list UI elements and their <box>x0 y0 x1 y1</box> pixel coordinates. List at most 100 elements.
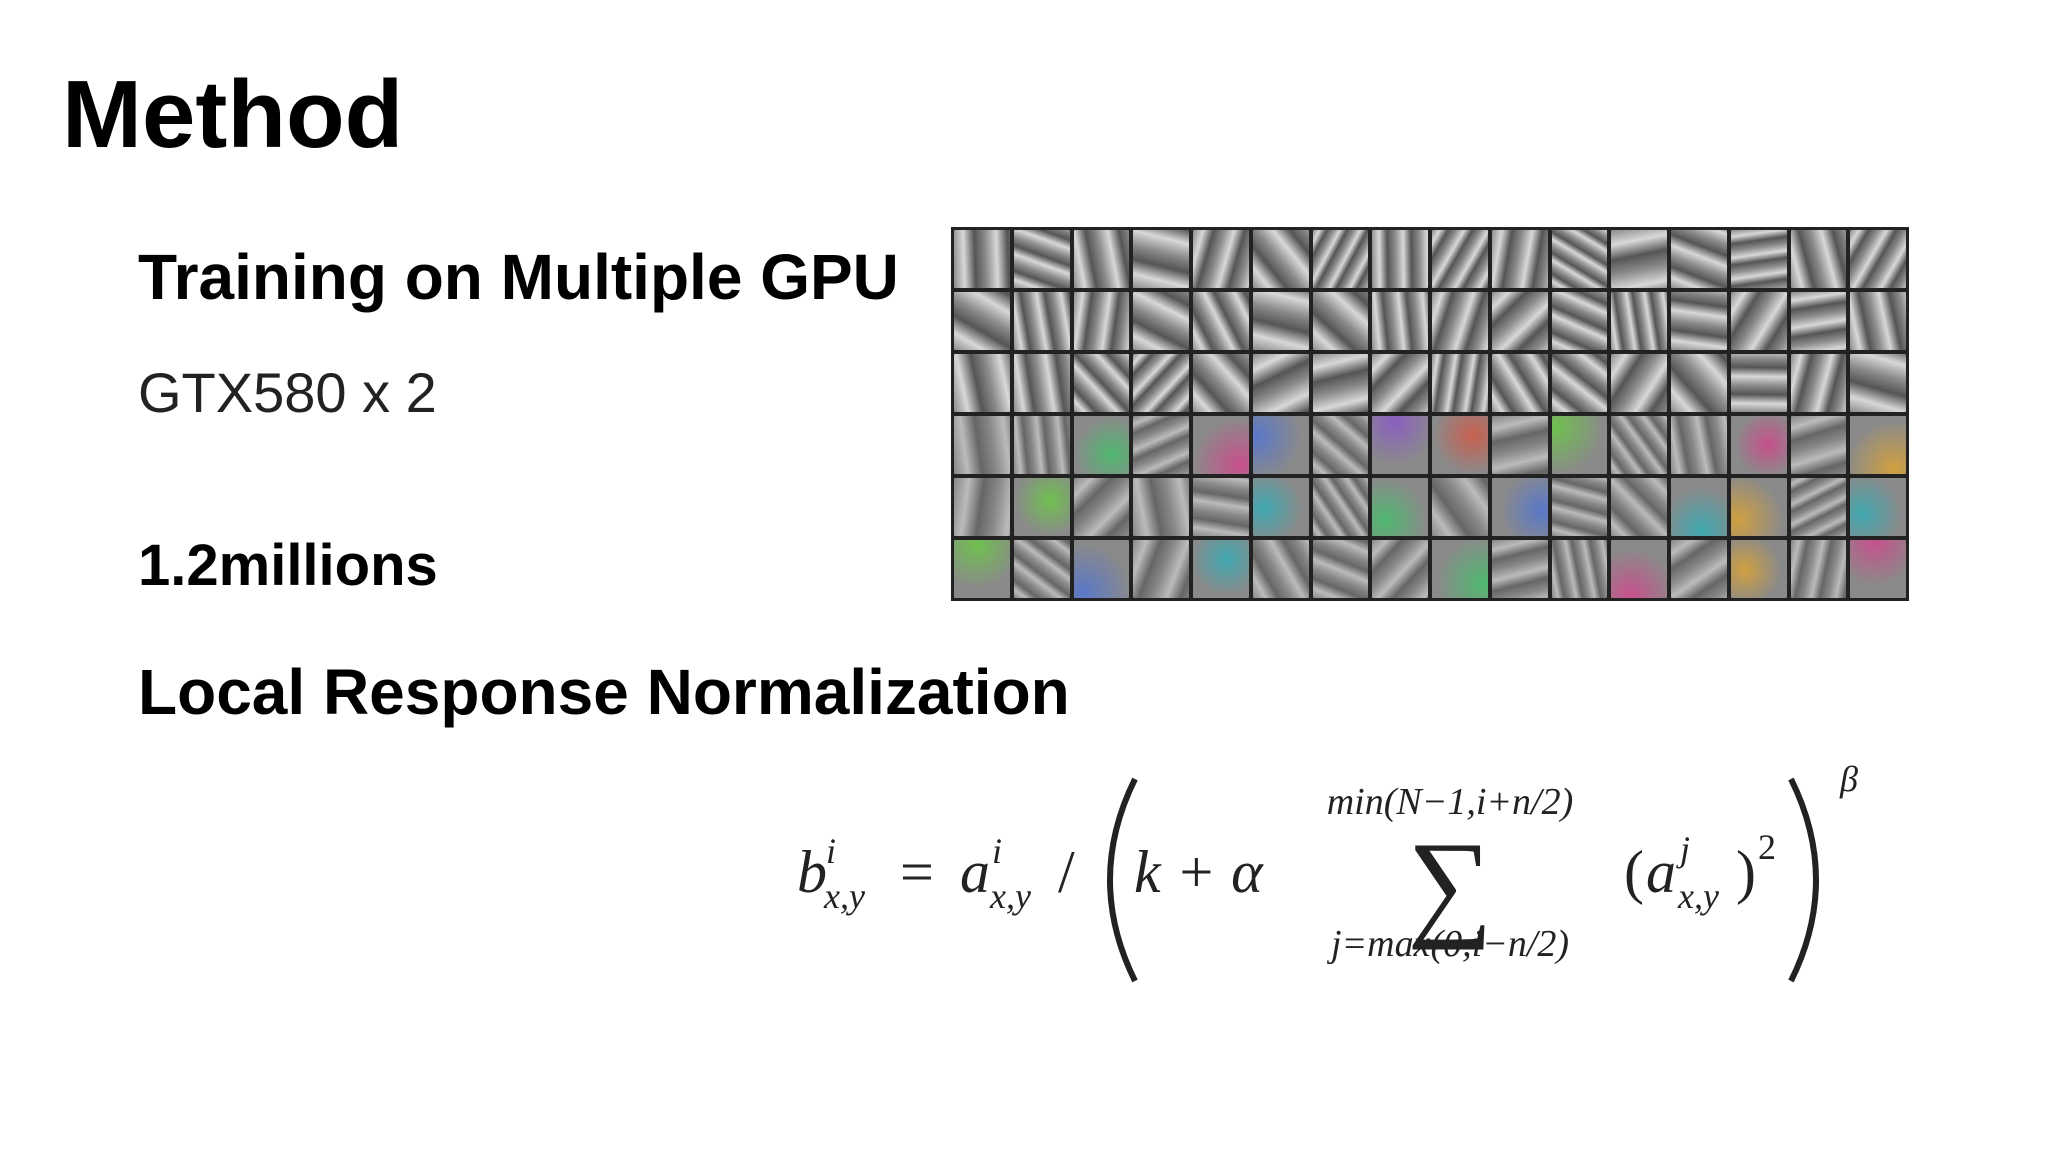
filter-cell <box>1312 292 1369 350</box>
filter-cell <box>1551 540 1608 598</box>
formula-paren: ) <box>1736 839 1756 905</box>
filter-cell <box>1790 354 1847 412</box>
filter-cell <box>1850 354 1906 412</box>
section-text: GTX580 x 2 <box>138 361 437 424</box>
filter-cell <box>1730 292 1787 350</box>
filter-cell <box>1312 478 1369 536</box>
filter-cell <box>1730 354 1787 412</box>
filter-cell <box>1133 354 1189 412</box>
slide-title: Method <box>62 61 404 168</box>
filter-cell <box>1252 292 1309 350</box>
filter-cell <box>1611 540 1667 598</box>
filter-cell <box>1133 478 1189 536</box>
filter-cell <box>1193 230 1249 288</box>
filter-cell <box>1551 416 1608 474</box>
filter-cell <box>1312 416 1369 474</box>
filter-cell <box>954 416 1010 474</box>
formula-sub: x,y <box>990 876 1031 916</box>
filter-cell <box>1611 292 1667 350</box>
formula-symbol: b <box>797 839 827 905</box>
filter-cell <box>1133 416 1189 474</box>
filter-cell <box>1611 354 1667 412</box>
filter-cell <box>1372 292 1428 350</box>
filter-cell <box>1252 478 1309 536</box>
filter-cell <box>1133 540 1189 598</box>
filter-cell <box>1073 540 1130 598</box>
formula-sum-lower: j=max(0,i−n/2) <box>1330 923 1570 965</box>
filter-cell <box>1432 416 1488 474</box>
filter-cell <box>1491 292 1548 350</box>
filter-cell <box>1491 478 1548 536</box>
filter-cell <box>1671 540 1727 598</box>
filter-cell <box>1372 478 1428 536</box>
big-paren <box>1107 777 1138 983</box>
filter-cell <box>1491 416 1548 474</box>
section-heading: 1.2millions <box>138 533 438 598</box>
filter-cell <box>1193 416 1249 474</box>
filter-cell <box>1790 478 1847 536</box>
filter-cell <box>1551 354 1608 412</box>
filter-cell <box>1372 230 1428 288</box>
filter-cell <box>954 478 1010 536</box>
filter-cell <box>1850 416 1906 474</box>
filter-cell <box>1790 230 1847 288</box>
filter-cell <box>1790 540 1847 598</box>
filter-cell <box>1611 416 1667 474</box>
filter-cell <box>1013 416 1070 474</box>
filter-cell <box>1252 416 1309 474</box>
filter-cell <box>1491 354 1548 412</box>
filter-cell <box>1432 230 1488 288</box>
filter-cell <box>954 540 1010 598</box>
filter-cell <box>1671 230 1727 288</box>
filter-cell <box>1252 230 1309 288</box>
filter-cell <box>1013 354 1070 412</box>
filter-cell <box>1073 292 1130 350</box>
formula-sub: x,y <box>824 876 865 916</box>
formula-operator: = <box>900 839 934 905</box>
formula-sup: i <box>992 831 1003 871</box>
filter-cell <box>954 292 1010 350</box>
formula-sup: i <box>826 831 837 871</box>
filter-cell <box>1432 354 1488 412</box>
filter-cell <box>1133 292 1189 350</box>
filter-cell <box>1252 540 1309 598</box>
filter-cell <box>954 354 1010 412</box>
filter-cell <box>1013 292 1070 350</box>
formula-sup: 2 <box>1758 827 1776 867</box>
filter-cell <box>1432 292 1488 350</box>
filter-cell <box>1850 478 1906 536</box>
formula-sub: x,y <box>1678 876 1719 916</box>
filter-cell <box>1193 478 1249 536</box>
filter-cell <box>1073 478 1130 536</box>
filter-cell <box>1730 230 1787 288</box>
filter-cell <box>1372 416 1428 474</box>
formula-sum: ∑ <box>1407 817 1493 950</box>
filter-cell <box>1671 354 1727 412</box>
filter-cell <box>1551 478 1608 536</box>
filter-cell <box>1013 230 1070 288</box>
filter-cell <box>1730 540 1787 598</box>
filter-cell <box>1073 230 1130 288</box>
filter-cell <box>1193 540 1249 598</box>
filter-cell <box>1671 292 1727 350</box>
filter-cell <box>1491 540 1548 598</box>
formula-symbol: a <box>1646 839 1676 905</box>
big-paren <box>1788 777 1819 983</box>
filter-cell <box>1013 540 1070 598</box>
formula-operator: / <box>1058 839 1075 905</box>
formula-sum-upper: min(N−1,i+n/2) <box>1326 781 1574 823</box>
filter-cell <box>1790 292 1847 350</box>
formula-sup: β <box>1840 759 1858 799</box>
filter-cell <box>1013 478 1070 536</box>
filter-cell <box>1491 230 1548 288</box>
filter-cell <box>1432 540 1488 598</box>
filter-cell <box>1850 540 1906 598</box>
filter-cell <box>954 230 1010 288</box>
filter-cell <box>1611 230 1667 288</box>
filter-cell <box>1432 478 1488 536</box>
formula-term: k + α <box>1134 839 1263 905</box>
filter-cell <box>1671 478 1727 536</box>
filter-cell <box>1790 416 1847 474</box>
filter-cell <box>1193 354 1249 412</box>
